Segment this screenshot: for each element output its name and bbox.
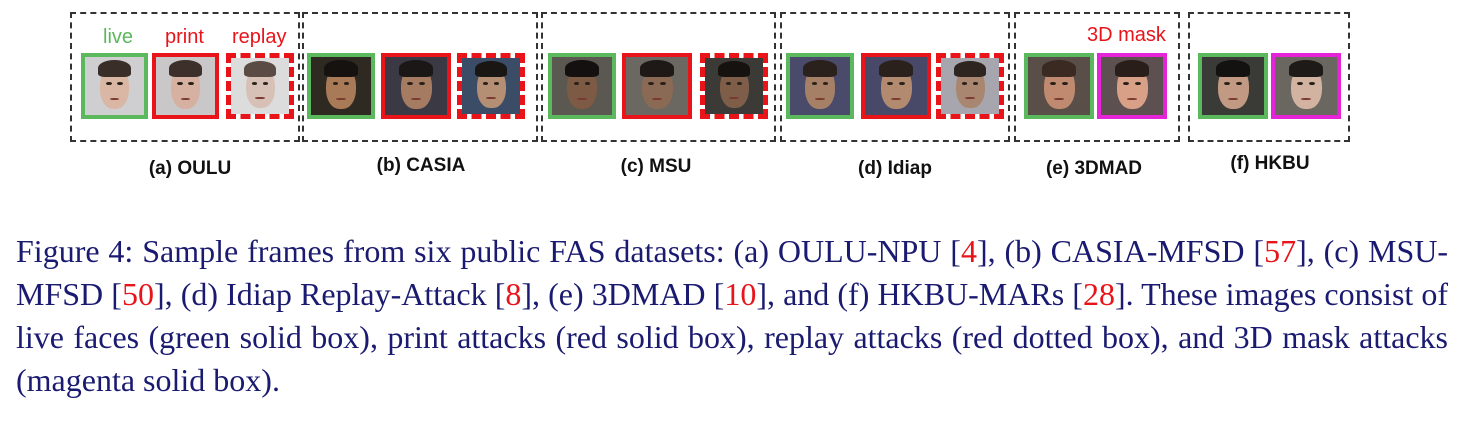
citation-link[interactable]: 50	[121, 276, 154, 312]
group-frame-idiap	[780, 12, 1010, 142]
face-3dmad-live	[1024, 53, 1094, 119]
caption-text: ], (d) Idiap Replay-Attack [	[153, 276, 506, 312]
face-oulu-live	[81, 53, 148, 119]
face-hkbu-live	[1198, 53, 1268, 119]
annotation-print: print	[165, 26, 204, 48]
face-3dmad-mask	[1097, 53, 1167, 119]
face-casia-live	[307, 53, 375, 119]
annotation-replay: replay	[232, 26, 287, 48]
face-msu-live	[548, 53, 616, 119]
caption-text: ], (e) 3DMAD [	[521, 276, 725, 312]
citation-link[interactable]: 10	[724, 276, 757, 312]
caption-text: ], (b) CASIA-MFSD [	[976, 233, 1265, 269]
citation-link[interactable]: 57	[1264, 233, 1297, 269]
face-casia-replay	[457, 53, 525, 119]
face-idiap-live	[786, 53, 854, 119]
group-label-idiap: (d) Idiap	[858, 158, 932, 179]
group-frame-hkbu	[1188, 12, 1350, 142]
annotation-3d-mask: 3D mask	[1087, 24, 1166, 46]
citation-link[interactable]: 8	[505, 276, 522, 312]
group-frame-msu	[541, 12, 776, 142]
group-label-3dmad: (e) 3DMAD	[1045, 158, 1143, 179]
figure-caption: Figure 4: Sample frames from six public …	[16, 230, 1448, 402]
face-oulu-print	[152, 53, 219, 119]
group-label-oulu: (a) OULU	[148, 158, 232, 179]
group-frame-oulu	[70, 12, 300, 142]
group-frame-casia	[302, 12, 538, 142]
caption-text: ], (c) MSU-MFSD [	[16, 233, 1449, 312]
group-label-casia: (b) CASIA	[376, 155, 466, 176]
face-msu-print	[622, 53, 692, 119]
group-frame-3dmad	[1014, 12, 1180, 142]
face-idiap-print	[861, 53, 931, 119]
face-msu-replay	[700, 53, 768, 119]
caption-text: ]. These images consist of live faces (g…	[16, 276, 1449, 398]
face-idiap-replay	[936, 53, 1004, 119]
caption-text: Figure 4: Sample frames from six public …	[16, 233, 961, 269]
group-label-msu: (c) MSU	[620, 156, 692, 177]
annotation-live: live	[103, 26, 134, 48]
citation-link[interactable]: 4	[960, 233, 977, 269]
caption-text: ], and (f) HKBU-MARs [	[756, 276, 1083, 312]
face-oulu-replay	[226, 53, 294, 119]
face-hkbu-mask	[1271, 53, 1341, 119]
citation-link[interactable]: 28	[1082, 276, 1115, 312]
group-label-hkbu: (f) HKBU	[1230, 153, 1310, 174]
face-casia-print	[381, 53, 451, 119]
